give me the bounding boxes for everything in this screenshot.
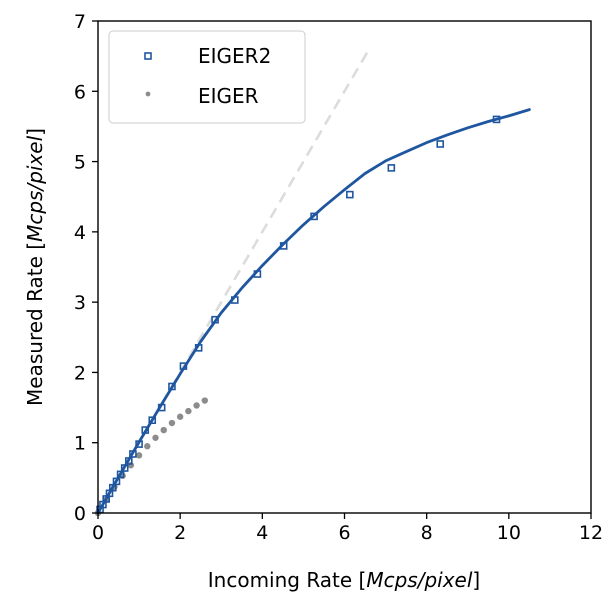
- y-tick-label: 6: [74, 81, 86, 103]
- eiger-point: [160, 426, 167, 434]
- eiger2-point: [279, 242, 288, 250]
- y-tick-label: 4: [74, 222, 86, 244]
- eiger2-point: [253, 270, 262, 278]
- eiger2-point: [492, 115, 501, 124]
- x-axis-title: Incoming Rate [Mcps/pixel]: [208, 568, 480, 592]
- eiger2-fit-curve: [96, 108, 531, 515]
- eiger2-point: [231, 296, 239, 304]
- eiger2-point: [179, 362, 188, 370]
- plot-content: [94, 48, 531, 517]
- eiger2-point: [148, 416, 157, 425]
- eiger2-point: [310, 212, 318, 221]
- eiger2-point: [436, 140, 445, 148]
- legend-box: [108, 30, 306, 124]
- eiger-point: [135, 452, 143, 459]
- eiger2-point: [157, 403, 166, 412]
- x-tick-label: 8: [421, 522, 433, 544]
- eiger-point: [152, 434, 159, 441]
- x-tick-label: 0: [92, 522, 104, 544]
- legend-marker-eiger2: [144, 52, 152, 60]
- y-axis-title: Measured Rate [Mcps/pixel]: [23, 128, 47, 406]
- x-axis: 0 2 4 6 8 10 12: [92, 513, 603, 544]
- eiger2-point: [125, 457, 133, 465]
- y-axis: 0 1 2 3 4 5 6 7: [74, 11, 98, 525]
- legend-label-eiger2: EIGER2: [198, 44, 271, 68]
- eiger-point: [176, 413, 184, 420]
- eiger2-point: [346, 190, 354, 199]
- y-tick-label: 2: [74, 362, 86, 384]
- x-tick-label: 2: [174, 522, 186, 544]
- eiger2-point: [194, 344, 203, 352]
- eiger2-point: [387, 164, 396, 172]
- eiger2-point: [116, 470, 125, 479]
- y-tick-label: 0: [74, 503, 86, 525]
- eiger2-point: [135, 440, 143, 448]
- y-tick-label: 7: [74, 11, 86, 33]
- y-tick-label: 1: [74, 433, 86, 455]
- eiger-point: [193, 402, 200, 409]
- legend-marker-eiger: [145, 91, 151, 97]
- eiger-point: [144, 443, 151, 450]
- eiger2-point: [112, 477, 121, 486]
- eiger-point: [127, 462, 135, 469]
- eiger2-point: [211, 315, 219, 324]
- eiger2-point: [168, 382, 176, 391]
- eiger2-point: [129, 450, 137, 458]
- eiger-point: [168, 419, 176, 427]
- x-tick-label: 6: [338, 522, 350, 544]
- eiger2-point: [120, 464, 129, 472]
- eiger2-point: [141, 426, 150, 434]
- x-tick-label: 10: [497, 522, 521, 544]
- x-tick-label: 12: [579, 522, 603, 544]
- eiger-point: [201, 397, 209, 404]
- x-tick-label: 4: [256, 522, 268, 544]
- legend: EIGER2 EIGER: [108, 30, 306, 124]
- y-tick-label: 3: [74, 292, 86, 314]
- legend-label-eiger: EIGER: [198, 84, 259, 108]
- y-tick-label: 5: [74, 152, 86, 174]
- eiger-point: [185, 407, 192, 415]
